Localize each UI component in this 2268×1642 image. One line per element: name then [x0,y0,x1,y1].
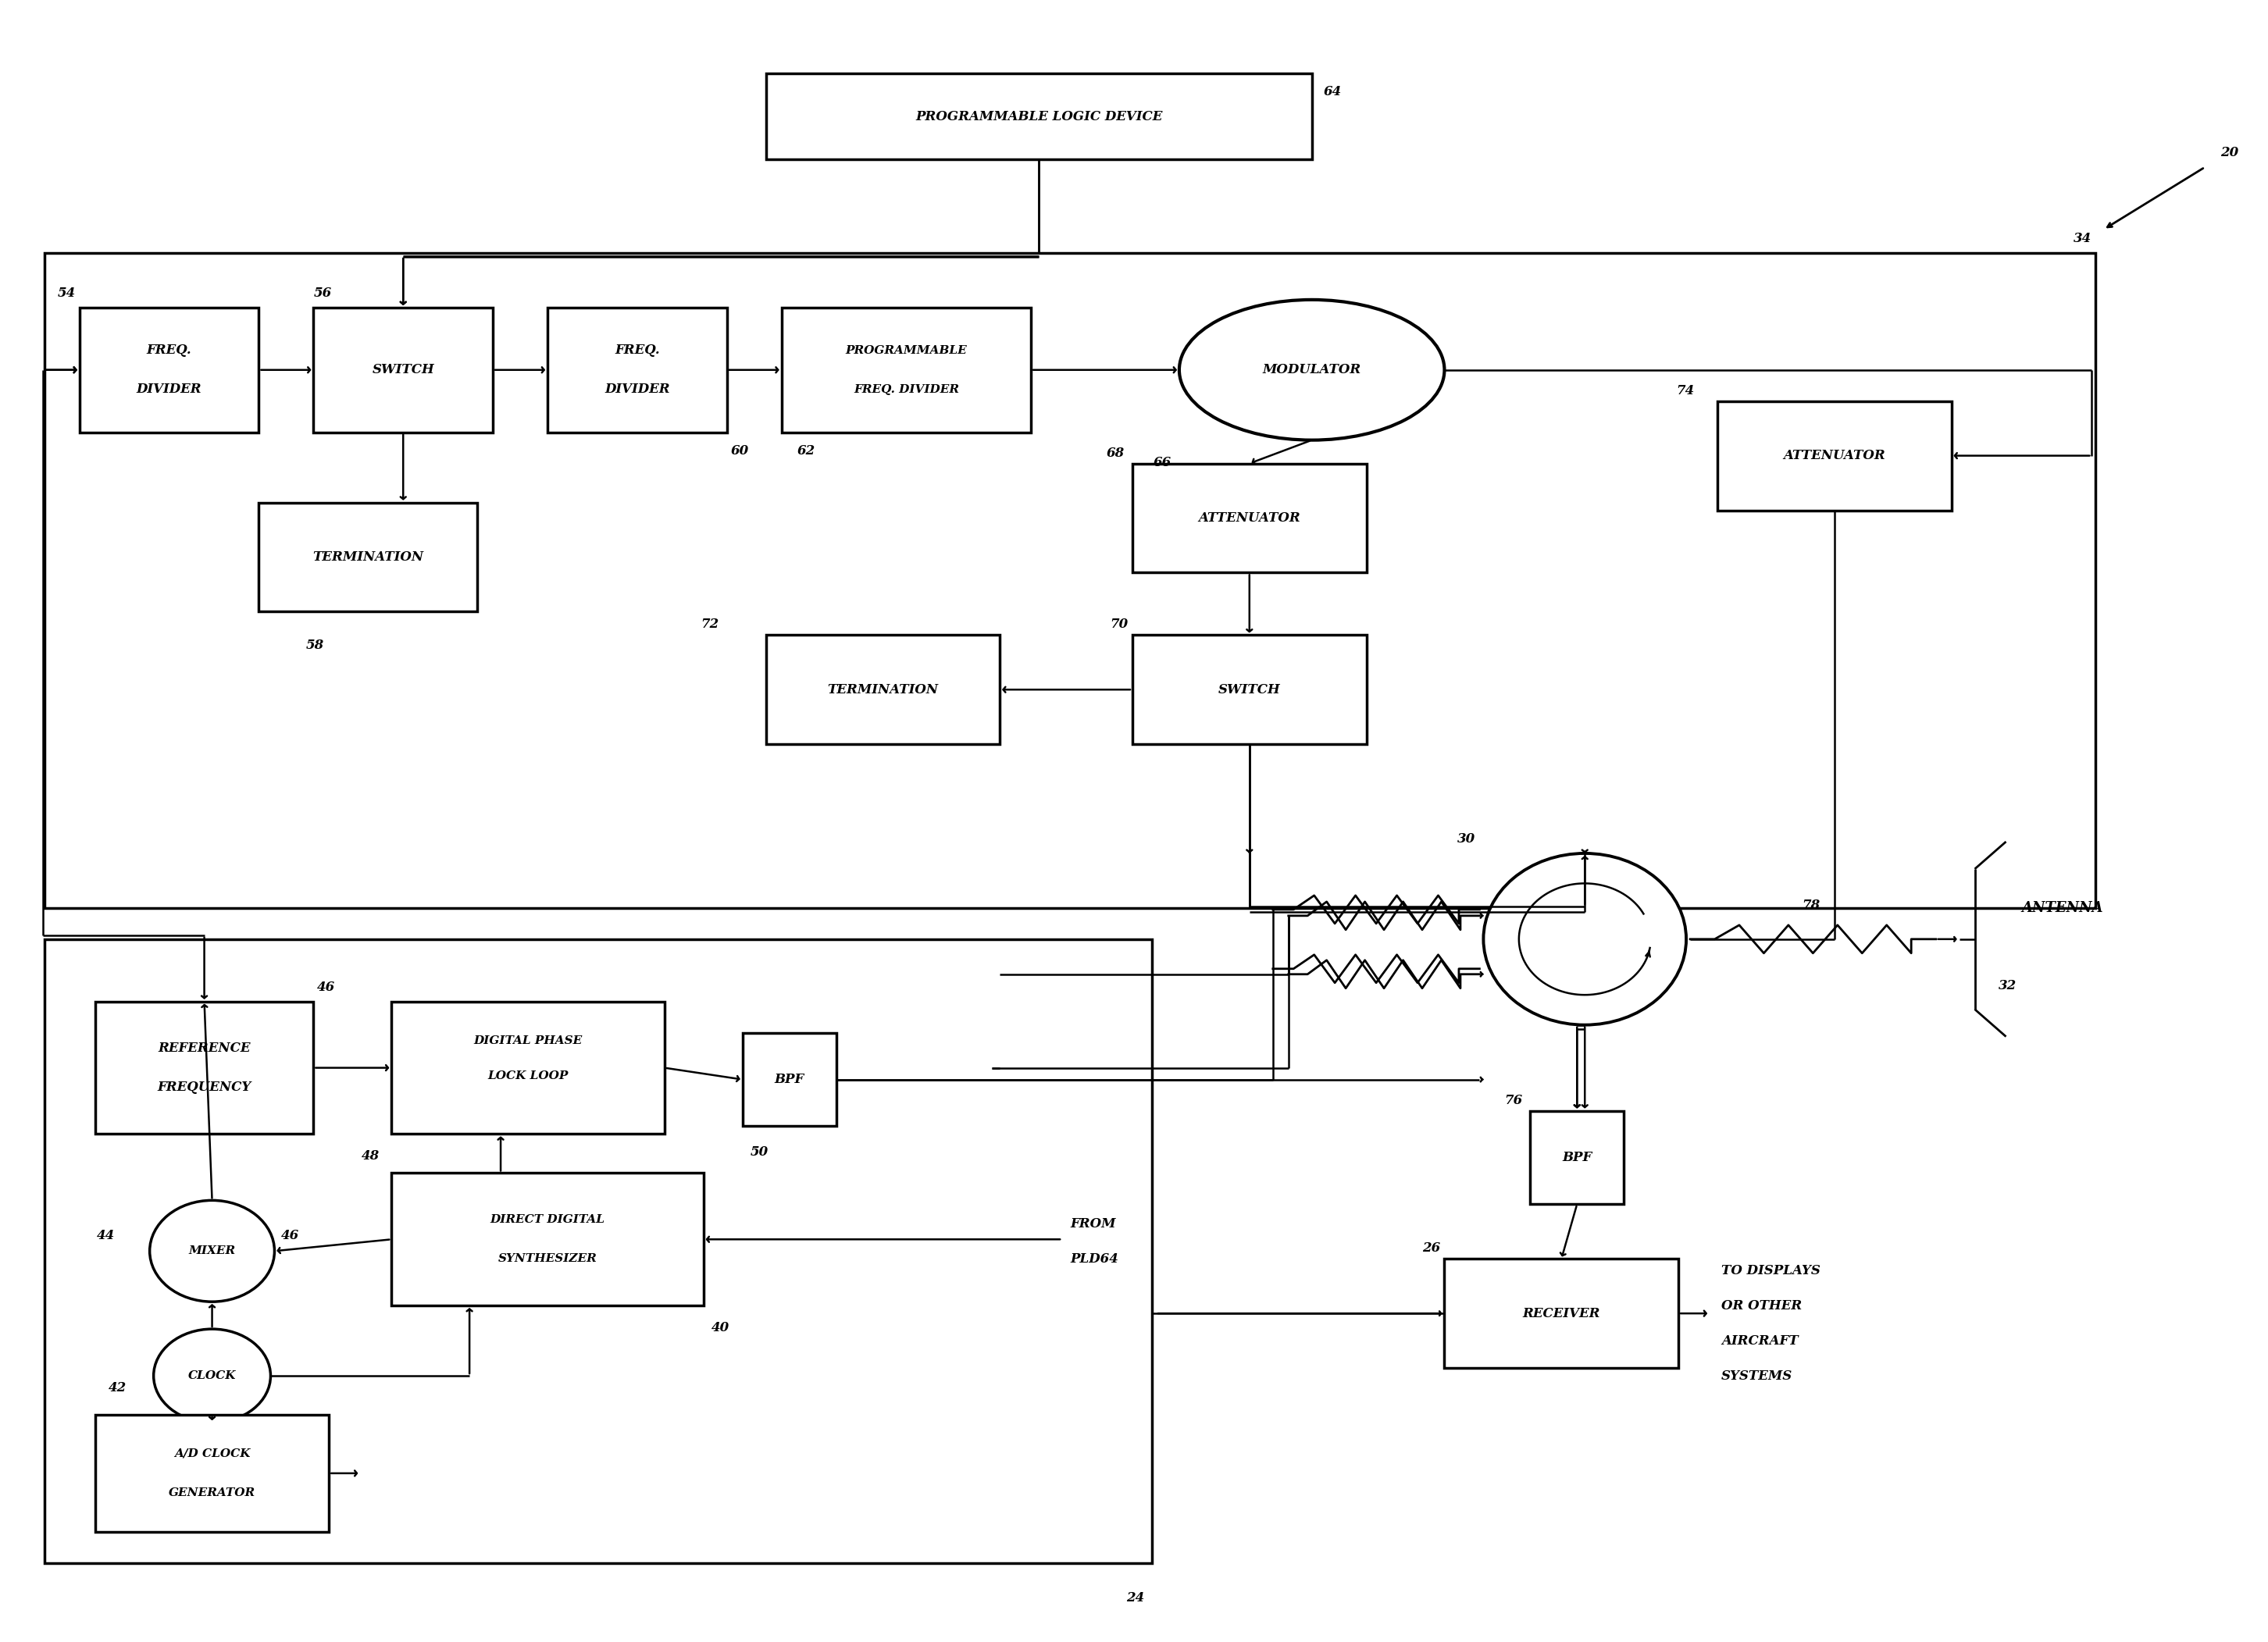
Text: 64: 64 [1325,85,1343,99]
Text: 46: 46 [281,1228,299,1241]
Text: 24: 24 [1125,1591,1143,1604]
Text: PLD64: PLD64 [1070,1253,1118,1266]
Text: 58: 58 [306,639,324,652]
Text: CLOCK: CLOCK [188,1371,236,1381]
Text: DIVIDER: DIVIDER [606,383,669,396]
Text: 42: 42 [109,1381,127,1394]
Text: FREQ.: FREQ. [147,343,193,356]
Text: SWITCH: SWITCH [1218,683,1281,696]
FancyBboxPatch shape [782,307,1032,432]
FancyBboxPatch shape [392,1172,703,1305]
Text: ANTENNA: ANTENNA [2021,901,2102,915]
Ellipse shape [154,1328,270,1422]
Ellipse shape [1179,300,1445,440]
Text: 46: 46 [318,980,336,993]
Text: GENERATOR: GENERATOR [168,1488,256,1498]
Text: MIXER: MIXER [188,1246,236,1256]
FancyBboxPatch shape [1132,635,1365,744]
FancyBboxPatch shape [45,939,1152,1563]
FancyBboxPatch shape [1531,1110,1624,1204]
Text: 74: 74 [1676,384,1694,397]
FancyBboxPatch shape [95,1415,329,1532]
Text: 20: 20 [2220,146,2239,159]
Text: LOCK LOOP: LOCK LOOP [488,1071,569,1080]
Text: DIGITAL PHASE: DIGITAL PHASE [474,1034,583,1046]
Text: 78: 78 [1803,898,1821,911]
FancyBboxPatch shape [1132,463,1365,573]
Text: MODULATOR: MODULATOR [1263,363,1361,376]
Text: 70: 70 [1111,617,1129,631]
Text: 32: 32 [1998,979,2016,992]
Text: TERMINATION: TERMINATION [313,550,424,563]
Text: SYSTEMS: SYSTEMS [1721,1369,1792,1383]
Text: TERMINATION: TERMINATION [828,683,939,696]
Text: PROGRAMMABLE: PROGRAMMABLE [846,345,966,356]
Text: 48: 48 [361,1149,379,1163]
Text: 54: 54 [57,286,75,300]
FancyBboxPatch shape [547,307,726,432]
Text: ATTENUATOR: ATTENUATOR [1783,448,1885,463]
Text: TO DISPLAYS: TO DISPLAYS [1721,1264,1821,1277]
Text: FREQUENCY: FREQUENCY [156,1080,252,1094]
Text: 76: 76 [1504,1094,1522,1107]
Text: 72: 72 [701,617,719,631]
Text: DIRECT DIGITAL: DIRECT DIGITAL [490,1215,606,1225]
Text: FREQ. DIVIDER: FREQ. DIVIDER [853,384,959,394]
Text: BPF: BPF [773,1072,805,1085]
FancyBboxPatch shape [767,635,1000,744]
Text: BPF: BPF [1563,1151,1592,1164]
Text: OR OTHER: OR OTHER [1721,1299,1803,1312]
Text: 34: 34 [2073,232,2091,245]
Text: 50: 50 [751,1146,769,1159]
FancyBboxPatch shape [79,307,259,432]
Text: PROGRAMMABLE LOGIC DEVICE: PROGRAMMABLE LOGIC DEVICE [916,110,1163,123]
Text: ATTENUATOR: ATTENUATOR [1198,511,1300,525]
Text: A/D CLOCK: A/D CLOCK [175,1448,249,1460]
FancyBboxPatch shape [767,74,1311,159]
Text: 60: 60 [730,443,748,456]
Text: FROM: FROM [1070,1217,1116,1230]
Text: RECEIVER: RECEIVER [1522,1307,1601,1320]
Text: AIRCRAFT: AIRCRAFT [1721,1333,1799,1348]
FancyBboxPatch shape [313,307,492,432]
FancyBboxPatch shape [95,1002,313,1135]
Text: SWITCH: SWITCH [372,363,433,376]
FancyBboxPatch shape [742,1033,837,1126]
Text: SYNTHESIZER: SYNTHESIZER [499,1253,596,1264]
Text: 68: 68 [1107,447,1125,460]
Text: 44: 44 [98,1228,116,1241]
Text: 30: 30 [1458,832,1476,846]
FancyBboxPatch shape [1717,401,1950,511]
FancyBboxPatch shape [259,502,476,611]
FancyBboxPatch shape [392,1002,665,1135]
Text: 40: 40 [712,1322,730,1335]
Text: DIVIDER: DIVIDER [136,383,202,396]
Ellipse shape [150,1200,274,1302]
Text: 66: 66 [1154,456,1173,470]
Text: REFERENCE: REFERENCE [159,1041,249,1054]
Text: FREQ.: FREQ. [615,343,660,356]
Text: 62: 62 [796,443,814,456]
FancyBboxPatch shape [1445,1259,1678,1368]
FancyBboxPatch shape [45,253,2096,908]
Text: 26: 26 [1422,1241,1440,1254]
Text: 56: 56 [313,286,331,300]
Ellipse shape [1483,854,1685,1025]
